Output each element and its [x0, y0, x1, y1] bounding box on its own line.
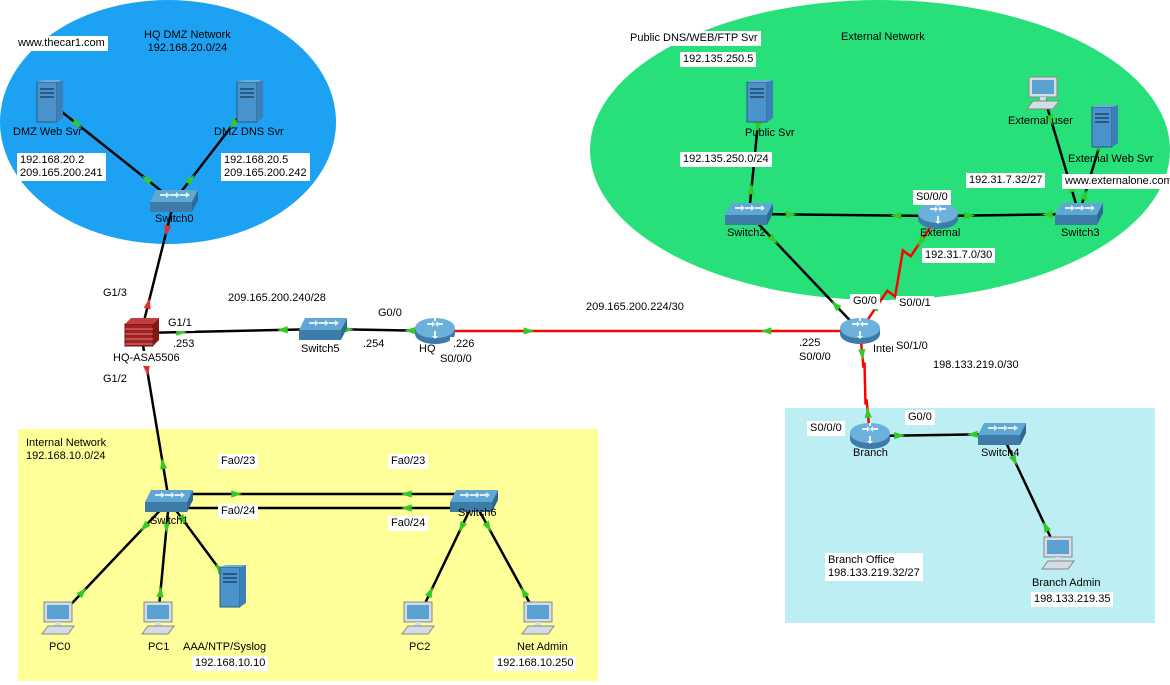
label-switch5: Switch5 — [298, 342, 343, 357]
aaa_svr-device[interactable] — [218, 565, 248, 610]
dmz_web_svr-device[interactable] — [35, 80, 65, 125]
public_svr-device[interactable] — [745, 80, 775, 125]
label-dmz-web-ip: 192.168.20.2 209.165.200.241 — [17, 153, 106, 181]
label-switch0: Switch0 — [152, 212, 197, 227]
label-public-net: 192.135.250.0/24 — [680, 152, 772, 167]
label-s000-int: S0/0/0 — [796, 350, 834, 365]
label-g13: G1/3 — [100, 286, 130, 301]
label-thecar1: www.thecar1.com — [15, 36, 108, 51]
zone-title-internal: Internal Network192.168.10.0/24 — [23, 436, 109, 464]
label-netadmin-ip: 192.168.10.250 — [494, 656, 576, 671]
label-link-internet: 209.165.200.224/30 — [583, 300, 687, 315]
label-switch1: Switch1 — [147, 514, 192, 529]
label-pc0: PC0 — [46, 640, 73, 655]
label-s010-int: S0/1/0 — [893, 339, 931, 354]
dmz_dns_svr-device[interactable] — [235, 80, 265, 125]
label-ip253: .253 — [170, 337, 197, 352]
pc0-device[interactable] — [40, 600, 76, 636]
label-g00-br: G0/0 — [905, 410, 935, 425]
label-link-hq-wan: 209.165.200.240/28 — [225, 291, 329, 306]
label-pc2: PC2 — [406, 640, 433, 655]
label-public-ip: 192.135.250.5 — [680, 52, 756, 67]
label-branch-rt: Branch — [850, 446, 891, 461]
label-s001-int: S0/0/1 — [896, 296, 934, 311]
zone-title-external: External Network — [838, 30, 928, 45]
label-ext-url: www.externalone.com — [1062, 174, 1170, 189]
zone-title-dmz: HQ DMZ Network192.168.20.0/24 — [141, 28, 234, 56]
pc1-device[interactable] — [140, 600, 176, 636]
switch4-device[interactable] — [978, 423, 1026, 445]
label-branch-admin-ip: 198.133.219.35 — [1031, 592, 1113, 607]
label-link-branch: 198.133.219.0/30 — [930, 358, 1022, 373]
network-diagram-canvas: HQ DMZ Network192.168.20.0/24 External N… — [0, 0, 1170, 685]
label-s000-br: S0/0/0 — [807, 421, 845, 436]
label-ip226: .226 — [450, 337, 477, 352]
label-g12: G1/2 — [100, 372, 130, 387]
label-fa024-r: Fa0/24 — [388, 516, 428, 531]
label-pc1: PC1 — [145, 640, 172, 655]
label-fa024-l: Fa0/24 — [218, 504, 258, 519]
netadmin_pc-device[interactable] — [520, 600, 556, 636]
label-aaa-ip: 192.168.10.10 — [192, 656, 268, 671]
label-hqasa: HQ-ASA5506 — [110, 351, 183, 366]
label-branch-admin: Branch Admin — [1029, 576, 1103, 591]
label-dmz-dns: DMZ DNS Svr — [211, 125, 287, 140]
label-public-svr: Public Svr — [742, 126, 798, 141]
label-g00-hq: G0/0 — [375, 306, 405, 321]
label-fa023-l: Fa0/23 — [218, 454, 258, 469]
label-switch3: Switch3 — [1058, 226, 1103, 241]
label-hq: HQ — [416, 342, 439, 357]
label-link-ext: 192.31.7.0/30 — [922, 248, 995, 263]
label-g11: G1/1 — [165, 316, 195, 331]
label-switch6: Switch6 — [455, 506, 500, 521]
label-ext-web: External Web Svr — [1065, 152, 1156, 167]
switch1-device[interactable] — [145, 490, 193, 512]
label-ip254: .254 — [360, 337, 387, 352]
switch0-device[interactable] — [150, 190, 198, 212]
branch_pc-device[interactable] — [1040, 535, 1076, 571]
ext_web_svr-device[interactable] — [1090, 105, 1120, 150]
label-netadmin: Net Admin — [514, 640, 571, 655]
label-public-title: Public DNS/WEB/FTP Svr — [627, 31, 761, 46]
label-aaa: AAA/NTP/Syslog — [180, 640, 269, 655]
label-s000-ext: S0/0/0 — [913, 190, 951, 205]
label-dmz-dns-ip: 192.168.20.5 209.165.200.242 — [221, 153, 310, 181]
label-fa023-r: Fa0/23 — [388, 454, 428, 469]
hq_router-device[interactable] — [415, 318, 455, 344]
label-ip225: .225 — [796, 336, 823, 351]
switch2-device[interactable] — [725, 203, 773, 225]
label-switch4: Switch4 — [978, 446, 1023, 461]
label-s000-hq: S0/0/0 — [437, 352, 475, 367]
zone-title-branch: Branch Office198.133.219.32/27 — [825, 553, 923, 581]
switch3-device[interactable] — [1055, 203, 1103, 225]
label-ext-net: 192.31.7.32/27 — [966, 173, 1045, 188]
label-switch2: Switch2 — [724, 226, 769, 241]
ext_user_pc-device[interactable] — [1025, 75, 1061, 111]
label-external-rt: External — [917, 226, 963, 241]
label-dmz-web: DMZ Web Svr — [10, 125, 85, 140]
internet-device[interactable] — [840, 318, 880, 344]
switch5-device[interactable] — [299, 318, 347, 340]
label-ext-user: External user — [1005, 114, 1076, 129]
label-g00-int: G0/0 — [850, 294, 880, 309]
pc2-device[interactable] — [400, 600, 436, 636]
asa-device[interactable] — [123, 318, 159, 348]
